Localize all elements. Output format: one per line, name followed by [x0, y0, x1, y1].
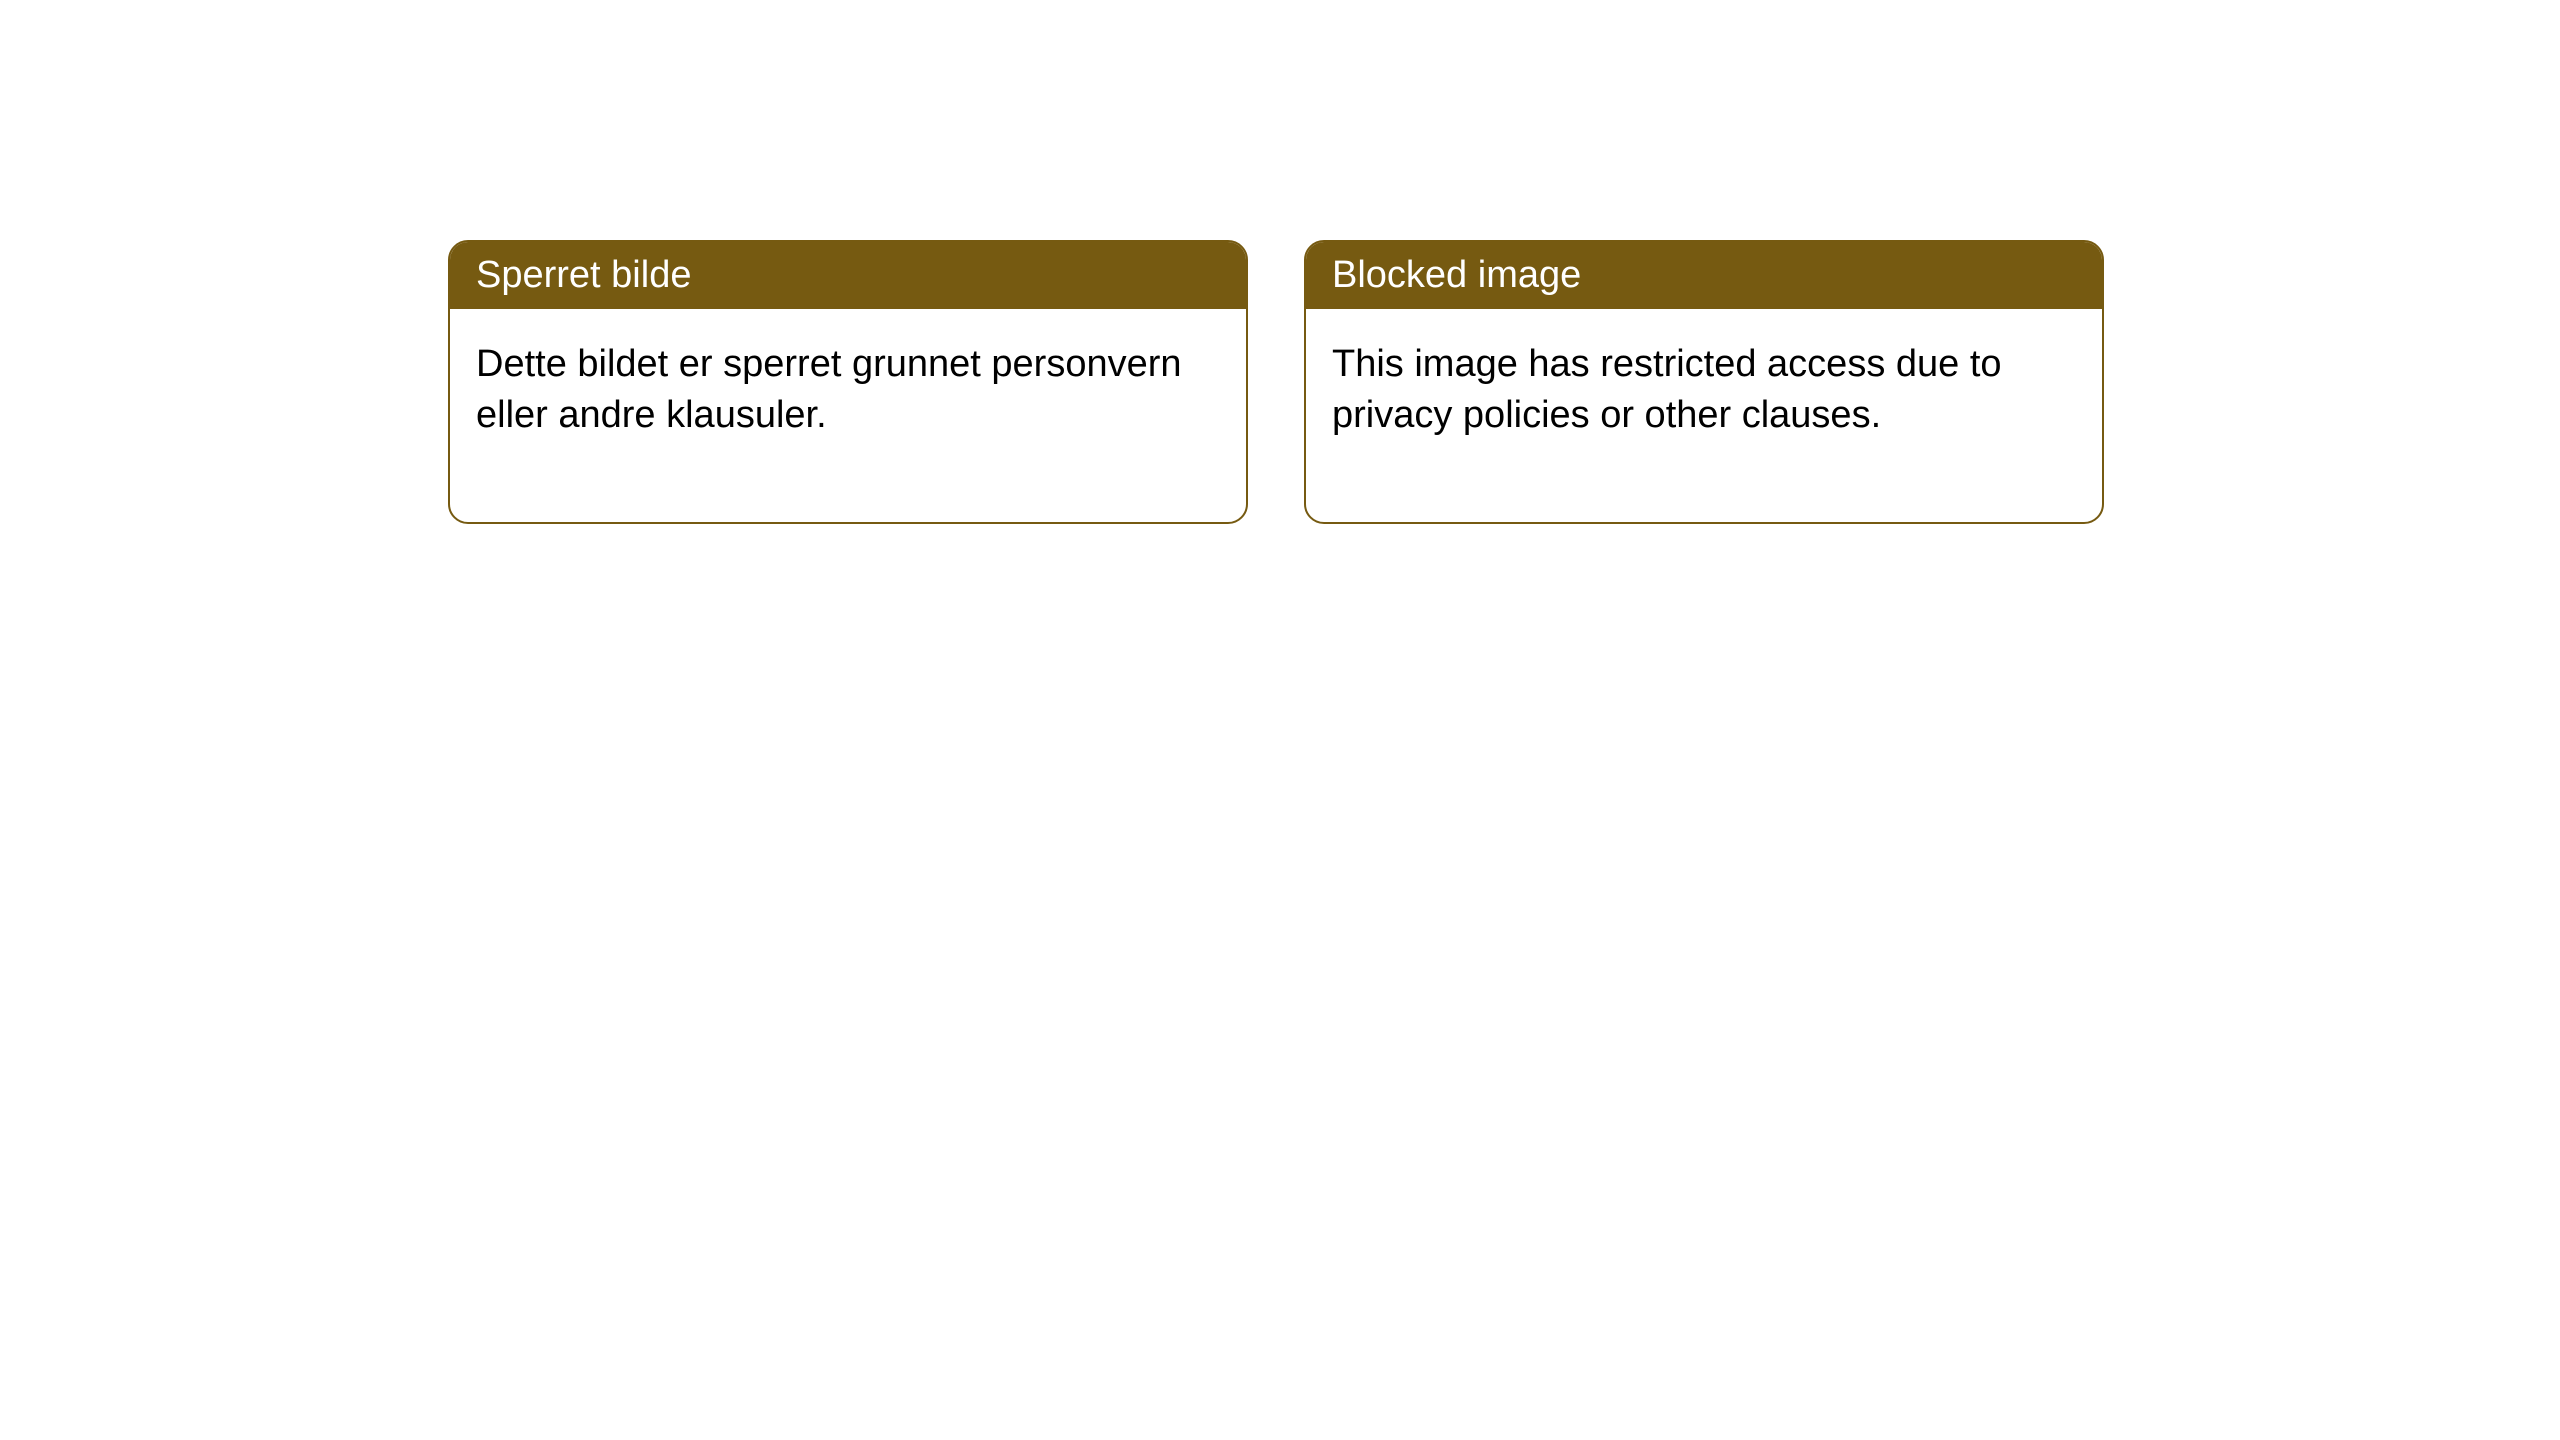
- notice-title: Sperret bilde: [450, 242, 1246, 309]
- notice-container: Sperret bilde Dette bildet er sperret gr…: [448, 240, 2104, 524]
- notice-body: This image has restricted access due to …: [1306, 309, 2102, 522]
- notice-body: Dette bildet er sperret grunnet personve…: [450, 309, 1246, 522]
- notice-title: Blocked image: [1306, 242, 2102, 309]
- notice-card-english: Blocked image This image has restricted …: [1304, 240, 2104, 524]
- notice-card-norwegian: Sperret bilde Dette bildet er sperret gr…: [448, 240, 1248, 524]
